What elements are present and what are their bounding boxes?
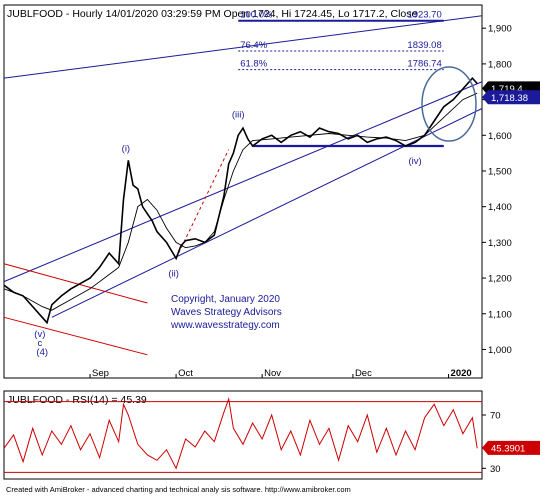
y-tick-label: 1,200 [488,274,512,285]
x-tick-label: Dec [355,368,372,379]
value-tags: 1,719.41,718.38 [482,81,540,105]
fib-value-label: 1923.70 [407,10,441,21]
wave-labels: (i) (ii) (iii) (iv) (v)c(4) [34,109,421,357]
rsi-panel-frame [3,390,483,480]
trendline-channel-lower [51,108,483,318]
wave-label: c [37,338,42,349]
y-tick-label: 1,000 [488,345,512,356]
price-panel-frame [3,4,483,379]
x-tick-label: Oct [178,368,193,379]
wave-label: (4) [36,347,48,358]
fib-value-label: 1839.08 [407,40,441,51]
trendline-red-channel-bottom [3,316,148,356]
rsi-y-tick-label: 30 [490,464,501,475]
rsi-value-tag-text: 45.3901 [491,443,525,454]
copyright-line-2: Waves Strategy Advisors [171,307,282,318]
price-y-axis: 1,9001,8001,7001,6001,5001,4001,3001,200… [482,24,512,356]
series-moving-average [3,92,478,311]
last-price-tag-text: 1,719.4 [491,84,523,95]
wave-label: (i) [122,143,130,154]
rsi-header: JUBLFOOD - RSI(14) = 45.39 [7,394,147,406]
price-panel: JUBLFOOD - Hourly 14/01/2020 03:29:59 PM… [3,4,540,379]
copyright-line-1: Copyright, January 2020 [171,294,280,305]
rsi-value-tags: 45.3901 [482,440,540,455]
trendline-channel-parallel [3,81,483,283]
rsi-y-tick-label: 70 [490,411,501,422]
wave-label: (iii) [232,109,245,120]
copyright-line-3: www.wavesstrategy.com [170,320,280,331]
fib-value-label: 1786.74 [407,59,441,70]
rsi-y-axis: 70 30 [482,411,501,475]
x-tick-label: 2020 [451,368,472,379]
price-header: JUBLFOOD - Hourly 14/01/2020 03:29:59 PM… [7,8,417,20]
wave-label: (ii) [168,268,179,279]
wave-label: (v) [34,329,45,340]
y-tick-label: 1,900 [488,24,512,35]
rsi-line [3,397,478,470]
price-series-group [3,77,478,325]
y-tick-label: 1,100 [488,309,512,320]
highlight-ellipse [421,66,477,142]
rsi-value-tag-bg [482,440,540,455]
copyright-annotation: Copyright, January 2020 Waves Strategy A… [170,294,282,331]
moving-average-tag-text: 1,718.38 [491,93,528,104]
fibonacci-levels: 100.0% 1923.70 76.4% 1839.08 61.8% 1786.74 [238,10,444,71]
y-tick-label: 1,400 [488,202,512,213]
x-tick-label: Sep [92,368,109,379]
y-tick-label: 1,500 [488,166,512,177]
fib-percent-label: 100.0% [240,10,273,21]
wave-label: (iv) [408,156,421,167]
y-tick-label: 1,800 [488,59,512,70]
trendline-channel-upper [3,15,483,79]
y-tick-label: 1,300 [488,238,512,249]
series-price [3,77,478,325]
footer-credit: Created with AmiBroker - advanced charti… [6,485,351,494]
moving-average-tag-bg [482,90,540,105]
x-tick-label: Nov [264,368,281,379]
rsi-panel: JUBLFOOD - RSI(14) = 45.39 70 30 45.3901 [3,390,540,480]
trendlines [3,15,483,356]
rsi-series-group [3,397,482,473]
y-tick-label: 1,600 [488,131,512,142]
fib-percent-label: 76.4% [240,40,267,51]
price-x-axis: Sep Oct Nov Dec 2020 [89,368,472,379]
trendline-red-channel-top [3,263,148,304]
fib-percent-label: 61.8% [240,59,267,70]
moving-average-tag: 1,718.38 [482,90,540,105]
